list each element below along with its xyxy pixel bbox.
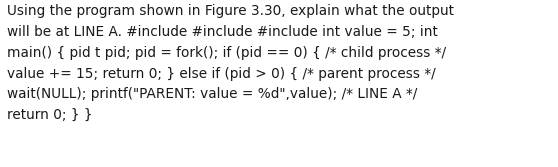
Text: Using the program shown in Figure 3.30, explain what the output
will be at LINE : Using the program shown in Figure 3.30, …	[7, 4, 454, 122]
